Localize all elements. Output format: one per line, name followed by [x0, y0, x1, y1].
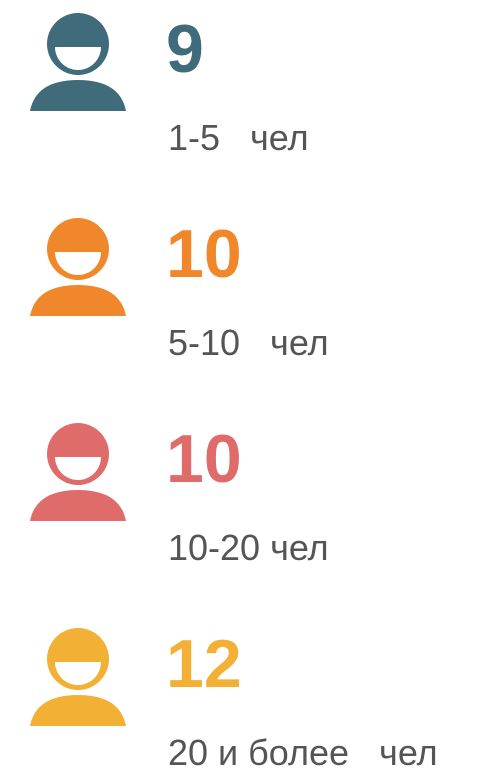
person-icon	[30, 423, 126, 521]
icon-smile	[55, 47, 101, 70]
group-row: 10 10-20 чел	[30, 421, 329, 568]
group-count: 12	[166, 626, 242, 702]
icon-smile	[55, 252, 101, 275]
icon-smile	[55, 662, 101, 685]
group-label: 20 и более чел	[168, 732, 438, 773]
group-count: 10	[166, 216, 242, 292]
icon-body	[30, 285, 126, 316]
person-icon	[30, 218, 126, 316]
group-count: 9	[166, 11, 204, 87]
icon-body	[30, 80, 126, 111]
person-icon	[30, 628, 126, 726]
icon-smile	[55, 457, 101, 480]
group-label: 1-5 чел	[168, 117, 309, 158]
group-row: 12 20 и более чел	[30, 626, 438, 773]
icon-body	[30, 695, 126, 726]
group-count: 10	[166, 421, 242, 497]
group-label: 10-20 чел	[168, 527, 329, 568]
icon-body	[30, 490, 126, 521]
person-icon	[30, 13, 126, 111]
group-label: 5-10 чел	[168, 322, 329, 363]
group-row: 10 5-10 чел	[30, 216, 329, 363]
group-row: 9 1-5 чел	[30, 11, 309, 158]
